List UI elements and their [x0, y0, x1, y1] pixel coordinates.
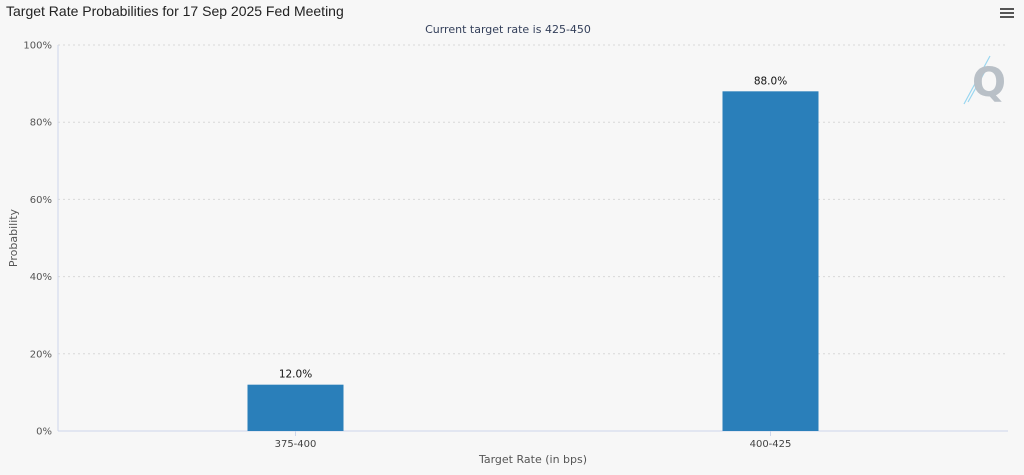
bar: [722, 91, 819, 431]
data-label: 88.0%: [754, 75, 787, 87]
x-tick-label: 375-400: [275, 439, 317, 450]
y-tick-label: 20%: [30, 349, 52, 360]
bar: [247, 384, 344, 431]
q-logo-icon: Q: [963, 55, 1006, 106]
x-axis-title: Target Rate (in bps): [478, 453, 587, 466]
chart-title: Target Rate Probabilities for 17 Sep 202…: [6, 3, 344, 19]
y-tick-label: 0%: [36, 427, 52, 438]
hamburger-menu-icon[interactable]: [1000, 6, 1014, 19]
chart-subtitle: Current target rate is 425-450: [425, 23, 591, 36]
y-tick-label: 80%: [30, 118, 52, 129]
x-tick-label: 400-425: [750, 439, 792, 450]
y-tick-label: 40%: [30, 272, 52, 283]
menu-line: [1000, 8, 1014, 10]
data-label: 12.0%: [279, 369, 312, 381]
y-axis-title: Probability: [7, 208, 20, 267]
svg-text:Q: Q: [972, 60, 1006, 106]
y-tick-label: 60%: [30, 195, 52, 206]
menu-line: [1000, 12, 1014, 14]
y-tick-label: 100%: [23, 41, 52, 52]
menu-line: [1000, 16, 1014, 18]
